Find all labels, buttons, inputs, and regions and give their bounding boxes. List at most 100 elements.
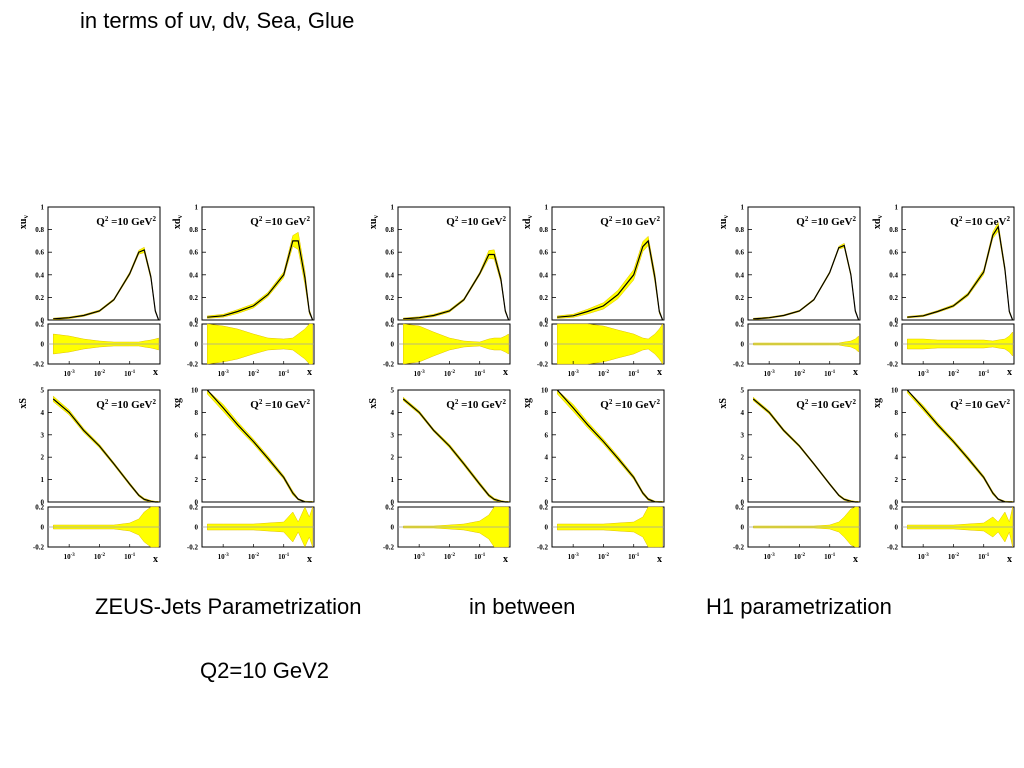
ratio-tick-label: 0	[391, 341, 395, 349]
y-tick-label: 0.6	[189, 249, 198, 257]
main-frame	[47, 389, 161, 503]
x-tick-label: 10-3	[64, 553, 76, 561]
y-axis-label-d_v: xdv	[872, 215, 884, 230]
ratio-tick-label: 0	[391, 524, 395, 532]
x-axis-label: x	[1007, 367, 1012, 378]
y-tick-label: 1	[41, 204, 45, 212]
y-axis-label-glue: xg	[522, 398, 533, 408]
x-tick-label: 10-2	[444, 553, 456, 561]
y-tick-label: 0.4	[35, 271, 44, 279]
x-tick-label: 10-3	[414, 553, 426, 561]
ratio-tick-label: 0.2	[35, 504, 44, 512]
x-tick-label: 10-3	[764, 553, 776, 561]
y-tick-label: 2	[895, 476, 899, 484]
ratio-tick-label: -0.2	[187, 544, 199, 552]
pdf-curve-v0-glue	[206, 389, 313, 503]
y-tick-label: 0	[391, 317, 395, 325]
ratio-tick-label: 0.2	[889, 321, 898, 329]
y-tick-label: 5	[391, 387, 395, 395]
x-tick-label: 10-2	[598, 370, 610, 378]
y-tick-label: 10	[891, 387, 899, 395]
y-tick-label: 0	[391, 499, 395, 507]
main-frame	[397, 389, 511, 503]
main-frame	[397, 206, 511, 321]
x-axis-label: x	[657, 367, 662, 378]
y-tick-label: 6	[195, 431, 199, 439]
ratio-tick-label: -0.2	[33, 361, 45, 369]
ratio-tick-label: 0	[895, 524, 899, 532]
x-tick-label: 10-2	[794, 370, 806, 378]
y-tick-label: 0	[41, 499, 45, 507]
x-tick-label: 10-3	[64, 370, 76, 378]
main-frame	[551, 206, 665, 321]
ratio-tick-label: -0.2	[887, 544, 899, 552]
x-axis-label: x	[307, 554, 312, 565]
y-tick-label: 3	[391, 431, 395, 439]
y-tick-label: 0.2	[35, 294, 44, 302]
x-axis-label: x	[153, 367, 158, 378]
y-axis-label-sea: xS	[18, 398, 29, 409]
q2-note: Q2=10 GeV2	[200, 658, 330, 683]
y-tick-label: 0.2	[889, 294, 898, 302]
x-tick-label: 10-2	[444, 370, 456, 378]
y-tick-label: 0.6	[35, 249, 44, 257]
ratio-tick-label: 0.2	[735, 504, 744, 512]
x-tick-label: 10-1	[124, 370, 136, 378]
y-tick-label: 3	[41, 431, 45, 439]
x-tick-label: 10-1	[628, 370, 640, 378]
ratio-tick-label: 0	[741, 341, 745, 349]
x-tick-label: 10-1	[978, 370, 990, 378]
ratio-tick-label: 0.2	[539, 321, 548, 329]
ratio-tick-label: 0	[895, 341, 899, 349]
x-axis-label: x	[657, 554, 662, 565]
x-tick-label: 10-3	[918, 370, 930, 378]
ratio-tick-label: 0.2	[385, 321, 394, 329]
x-tick-label: 10-2	[794, 553, 806, 561]
ratio-tick-label: -0.2	[383, 361, 395, 369]
y-tick-label: 0.2	[189, 294, 198, 302]
ratio-tick-label: -0.2	[537, 544, 549, 552]
x-tick-label: 10-2	[598, 553, 610, 561]
x-tick-label: 10-1	[628, 553, 640, 561]
y-tick-label: 4	[545, 454, 549, 462]
y-tick-label: 10	[541, 387, 549, 395]
y-tick-label: 8	[545, 409, 549, 417]
y-tick-label: 8	[195, 409, 199, 417]
pdf-curve-v1-d_v	[557, 239, 664, 321]
y-tick-label: 2	[545, 476, 549, 484]
panel-title: Q2 =10 GeV2	[446, 398, 506, 411]
y-tick-label: 1	[41, 476, 45, 484]
y-tick-label: 0	[895, 317, 899, 325]
y-tick-label: 0.4	[539, 271, 548, 279]
panel-title: Q2 =10 GeV2	[250, 215, 310, 228]
y-tick-label: 0.2	[735, 294, 744, 302]
y-axis-label-d_v: xdv	[522, 215, 534, 230]
y-tick-label: 1	[391, 476, 395, 484]
x-tick-label: 10-1	[278, 370, 290, 378]
y-tick-label: 0.6	[385, 249, 394, 257]
x-tick-label: 10-2	[948, 370, 960, 378]
y-tick-label: 0.2	[385, 294, 394, 302]
pdf-curve-v2-sea	[752, 398, 859, 503]
x-tick-label: 10-1	[978, 553, 990, 561]
ratio-tick-label: -0.2	[33, 544, 45, 552]
y-tick-label: 0.4	[735, 271, 744, 279]
pdf-curve-v0-sea	[52, 398, 159, 503]
pdf-curve-v2-u_v	[753, 244, 860, 321]
x-tick-label: 10-3	[218, 553, 230, 561]
y-tick-label: 2	[741, 454, 745, 462]
main-frame	[201, 206, 315, 321]
y-tick-label: 0	[741, 499, 745, 507]
y-tick-label: 4	[195, 454, 199, 462]
x-tick-label: 10-1	[124, 553, 136, 561]
y-tick-label: 0.8	[889, 226, 898, 234]
x-tick-label: 10-1	[474, 370, 486, 378]
ratio-tick-label: -0.2	[733, 544, 745, 552]
panel-title: Q2 =10 GeV2	[950, 398, 1010, 411]
